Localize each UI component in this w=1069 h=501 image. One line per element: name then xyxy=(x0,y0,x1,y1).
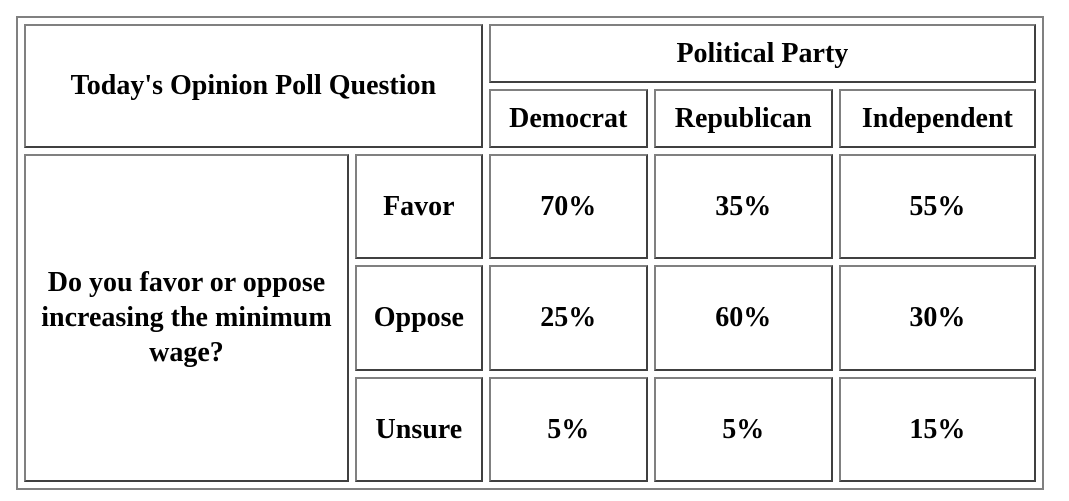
column-header-democrat: Democrat xyxy=(488,88,648,148)
opinion-poll-table: Today's Opinion Poll Question Political … xyxy=(16,16,1044,490)
table-row-oppose: Oppose 25% 60% 30% xyxy=(24,265,1036,371)
cell-unsure-independent: 15% xyxy=(838,376,1036,482)
poll-question: Do you favor or oppose increasing the mi… xyxy=(24,153,349,482)
row-label-favor: Favor xyxy=(354,153,483,260)
poll-title: Today's Opinion Poll Question xyxy=(24,24,483,148)
cell-favor-independent: 55% xyxy=(838,153,1036,260)
cell-oppose-democrat: 25% xyxy=(488,265,648,371)
cell-oppose-republican: 60% xyxy=(653,265,833,371)
table-row-unsure: Unsure 5% 5% 15% xyxy=(24,376,1036,482)
cell-unsure-democrat: 5% xyxy=(488,376,648,482)
column-header-independent: Independent xyxy=(838,88,1036,148)
table-row-favor: Do you favor or oppose increasing the mi… xyxy=(24,153,1036,482)
cell-favor-democrat: 70% xyxy=(488,153,648,260)
cell-oppose-independent: 30% xyxy=(838,265,1036,371)
row-label-oppose: Oppose xyxy=(354,265,483,371)
political-party-header: Political Party xyxy=(488,24,1036,83)
cell-unsure-republican: 5% xyxy=(653,376,833,482)
column-header-republican: Republican xyxy=(653,88,833,148)
cell-favor-republican: 35% xyxy=(653,153,833,260)
row-label-unsure: Unsure xyxy=(354,376,483,482)
poll-table-container: Today's Opinion Poll Question Political … xyxy=(16,16,1044,490)
